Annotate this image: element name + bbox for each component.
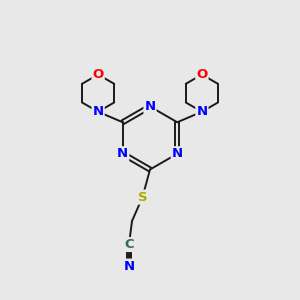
Text: N: N	[123, 260, 135, 273]
Text: N: N	[117, 147, 128, 160]
Text: N: N	[93, 105, 104, 118]
Text: N: N	[172, 147, 183, 160]
Text: N: N	[196, 105, 207, 118]
Text: O: O	[92, 68, 104, 81]
Text: O: O	[196, 68, 208, 81]
Text: S: S	[138, 190, 147, 204]
Text: N: N	[144, 100, 156, 113]
Text: C: C	[124, 238, 134, 251]
